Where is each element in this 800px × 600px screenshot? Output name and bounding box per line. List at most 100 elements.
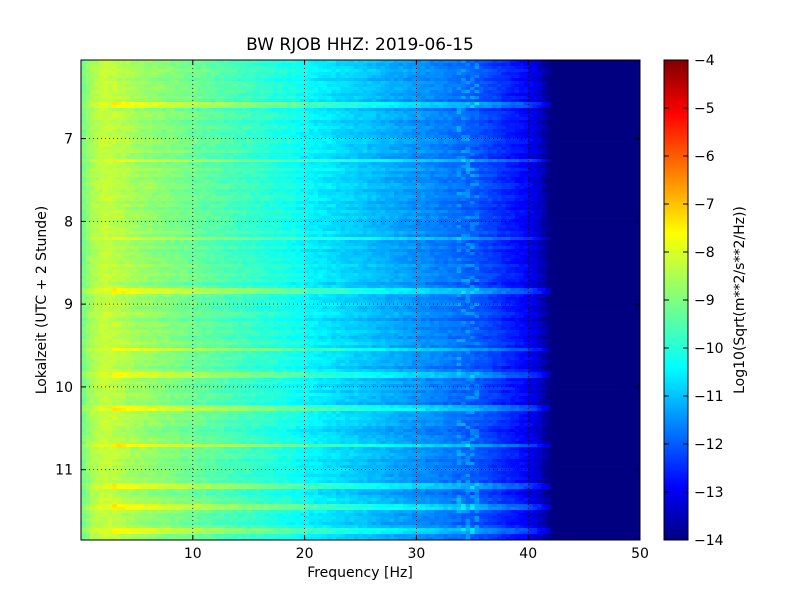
heatmap-cell xyxy=(590,84,596,88)
heatmap-cell xyxy=(631,69,637,73)
heatmap-cell xyxy=(282,75,288,79)
heatmap-cell xyxy=(429,72,435,76)
heatmap-cell xyxy=(94,87,100,91)
heatmap-cell xyxy=(188,75,194,79)
heatmap-cell xyxy=(541,72,547,76)
heatmap-cell xyxy=(514,75,520,79)
heatmap-cell xyxy=(139,81,145,85)
heatmap-cell xyxy=(210,69,216,73)
heatmap-cell xyxy=(532,72,538,76)
heatmap-cell xyxy=(197,66,203,70)
heatmap-cell xyxy=(233,72,239,76)
heatmap-cell xyxy=(510,66,516,70)
heatmap-cell xyxy=(519,75,525,79)
heatmap-cell xyxy=(420,60,426,64)
heatmap-cell xyxy=(174,72,180,76)
heatmap-cell xyxy=(255,69,261,73)
heatmap-cell xyxy=(586,69,592,73)
heatmap-cell xyxy=(157,78,163,82)
heatmap-cell xyxy=(362,69,368,73)
heatmap-cell xyxy=(81,63,87,67)
heatmap-cell xyxy=(206,78,212,82)
heatmap-cell xyxy=(586,87,592,91)
heatmap-cell xyxy=(201,63,207,67)
heatmap-cell xyxy=(438,69,444,73)
heatmap-cell xyxy=(626,66,632,70)
heatmap-cell xyxy=(295,93,301,97)
heatmap-cell xyxy=(85,60,91,64)
heatmap-cell xyxy=(335,81,341,85)
heatmap-cell xyxy=(425,81,431,85)
heatmap-cell xyxy=(501,66,507,70)
heatmap-cell xyxy=(546,75,552,79)
heatmap-cell xyxy=(537,90,543,94)
heatmap-cell xyxy=(228,84,234,88)
heatmap-cell xyxy=(241,60,248,64)
heatmap-cell xyxy=(179,93,185,97)
heatmap-cell xyxy=(434,90,440,94)
heatmap-cell xyxy=(201,81,207,85)
heatmap-cell xyxy=(474,66,480,70)
heatmap-cell xyxy=(259,84,265,88)
heatmap-cell xyxy=(85,78,91,82)
heatmap-cell xyxy=(577,75,583,79)
heatmap-cell xyxy=(456,60,462,64)
heatmap-cell xyxy=(411,63,417,67)
heatmap-cell xyxy=(237,69,243,73)
heatmap-cell xyxy=(514,60,520,64)
heatmap-cell xyxy=(188,69,194,73)
heatmap-cell xyxy=(130,66,136,70)
heatmap-cell xyxy=(259,78,265,82)
heatmap-cell xyxy=(447,93,453,97)
heatmap-cell xyxy=(313,72,319,76)
heatmap-cell xyxy=(425,60,431,64)
heatmap-cell xyxy=(268,75,274,79)
heatmap-cell xyxy=(89,84,96,88)
heatmap-cell xyxy=(286,75,292,79)
heatmap-cell xyxy=(210,78,216,82)
heatmap-cell xyxy=(402,60,409,64)
heatmap-cell xyxy=(112,93,118,97)
heatmap-cell xyxy=(456,75,462,79)
heatmap-cell xyxy=(362,87,368,91)
heatmap-cell xyxy=(326,84,333,88)
heatmap-cell xyxy=(631,60,637,64)
heatmap-cell xyxy=(528,66,534,70)
heatmap-cell xyxy=(246,90,252,94)
heatmap-cell xyxy=(112,75,118,79)
heatmap-cell xyxy=(595,84,601,88)
heatmap-cell xyxy=(179,90,185,94)
heatmap-cell xyxy=(362,84,368,88)
heatmap-cell xyxy=(340,66,346,70)
heatmap-cell xyxy=(179,63,185,67)
heatmap-cell xyxy=(385,81,391,85)
heatmap-cell xyxy=(385,69,391,73)
heatmap-cell xyxy=(425,63,431,67)
heatmap-cell xyxy=(568,66,574,70)
heatmap-cell xyxy=(188,72,194,76)
heatmap-cell xyxy=(353,69,359,73)
heatmap-cell xyxy=(143,72,149,76)
heatmap-cell xyxy=(259,75,265,79)
heatmap-cell xyxy=(201,66,207,70)
heatmap-cell xyxy=(394,78,400,82)
heatmap-cell xyxy=(563,90,570,94)
heatmap-cell xyxy=(622,87,628,91)
heatmap-cell xyxy=(438,66,444,70)
heatmap-cell xyxy=(563,60,570,64)
heatmap-cell xyxy=(241,66,248,70)
heatmap-cell xyxy=(402,87,409,91)
heatmap-cell xyxy=(420,72,426,76)
heatmap-cell xyxy=(599,90,605,94)
heatmap-cell xyxy=(237,81,243,85)
heatmap-cell xyxy=(519,90,525,94)
heatmap-cell xyxy=(505,60,511,64)
heatmap-cell xyxy=(465,63,471,67)
heatmap-cell xyxy=(282,90,288,94)
heatmap-cell xyxy=(483,66,489,70)
heatmap-cell xyxy=(429,63,435,67)
heatmap-cell xyxy=(604,72,610,76)
heatmap-cell xyxy=(510,60,516,64)
heatmap-cell xyxy=(295,90,301,94)
heatmap-cell xyxy=(604,69,610,73)
